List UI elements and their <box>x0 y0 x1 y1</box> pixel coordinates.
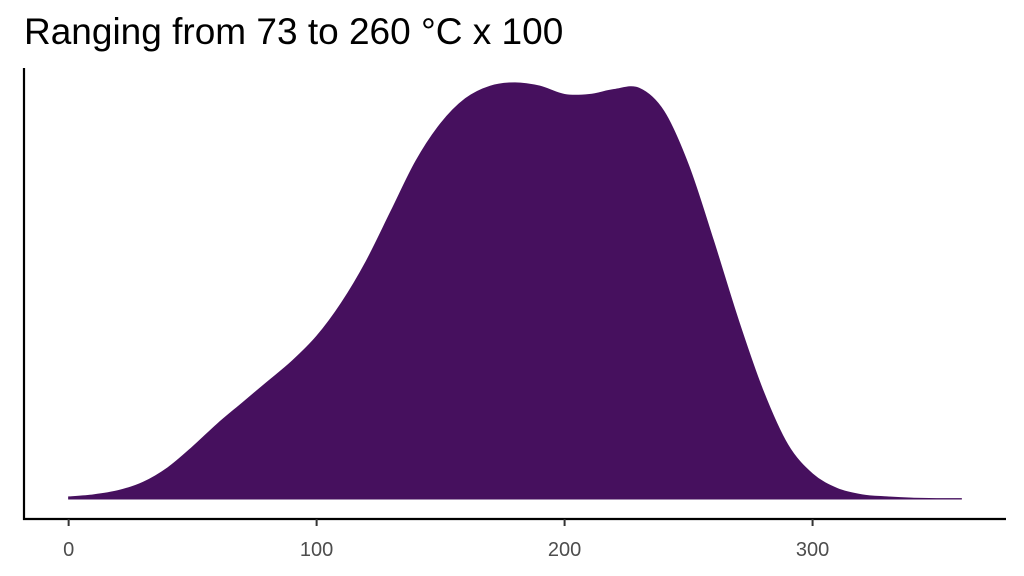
density-area-layer <box>68 82 962 500</box>
density-area-0 <box>68 82 962 500</box>
x-tick-label-100: 100 <box>300 539 333 561</box>
chart-title: Ranging from 73 to 260 °C x 100 <box>24 11 564 52</box>
x-tick-label-300: 300 <box>796 539 829 561</box>
axis-layer: 0 100 200 300 <box>22 68 1006 561</box>
x-tick-label-0: 0 <box>63 539 74 561</box>
x-tick-label-200: 200 <box>548 539 581 561</box>
